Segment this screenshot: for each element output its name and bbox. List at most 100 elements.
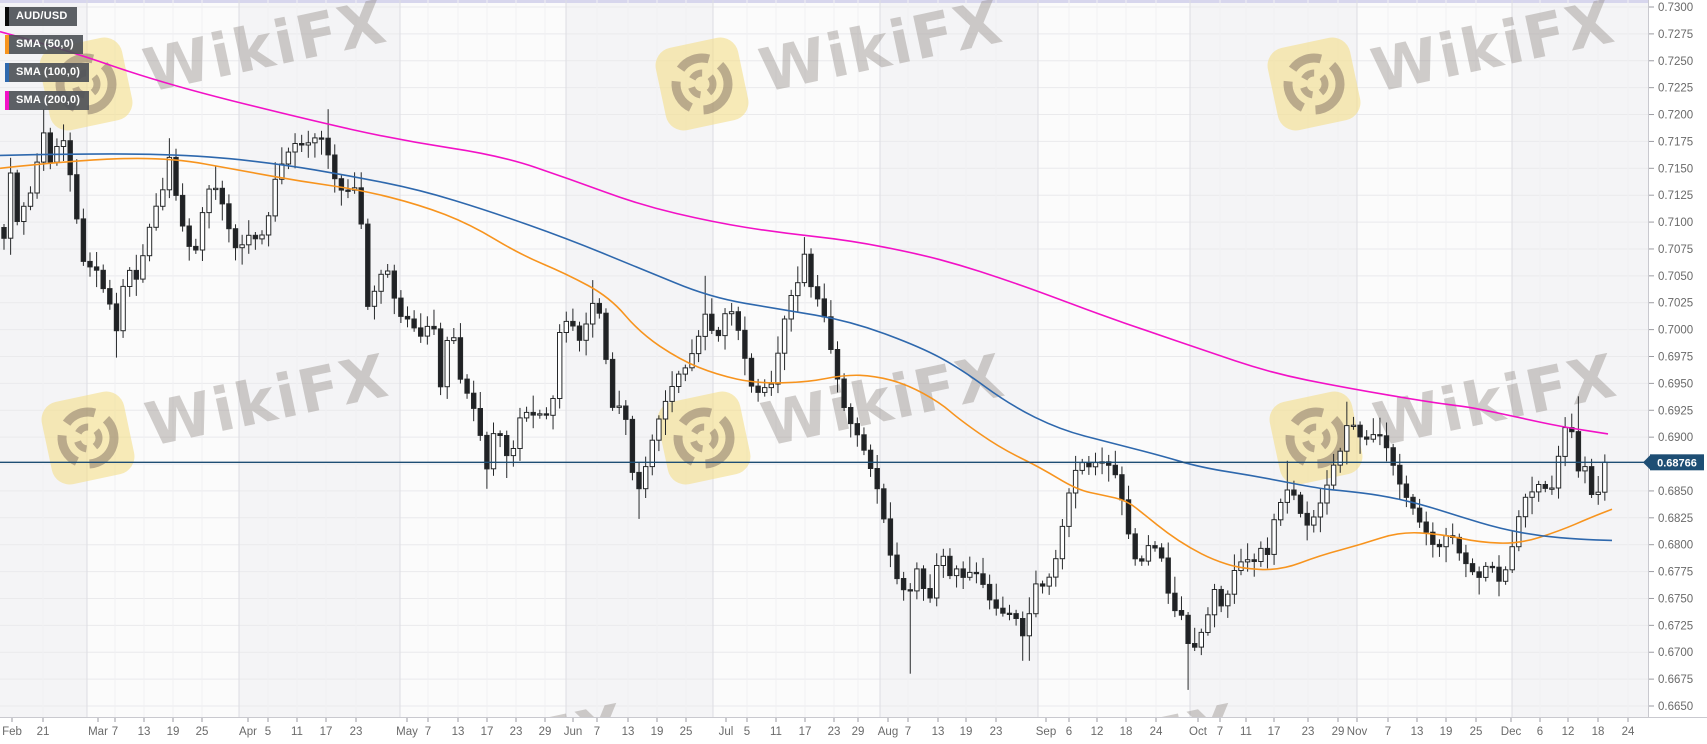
date-axis-label: 6 <box>1066 726 1072 738</box>
last-price-arrow <box>1643 455 1650 470</box>
candlestick <box>907 589 913 592</box>
candlestick <box>676 373 682 388</box>
candlestick <box>1542 484 1548 489</box>
date-axis-label: 24 <box>1622 726 1635 738</box>
date-axis-label: 13 <box>452 726 465 738</box>
candlestick <box>378 273 384 292</box>
candlestick <box>358 187 364 225</box>
candlestick <box>629 418 636 473</box>
date-axis-label: 17 <box>320 726 333 738</box>
candlestick <box>702 313 708 337</box>
candlestick <box>967 571 973 578</box>
candlestick <box>808 253 814 288</box>
legend-item-sma200[interactable]: SMA (200,0) <box>5 91 90 110</box>
last-price-badge: 0.68766 <box>1643 454 1704 471</box>
date-axis-label: Feb <box>2 726 22 738</box>
candlestick <box>1489 565 1496 569</box>
candlestick <box>1264 547 1271 556</box>
candlestick <box>762 387 768 393</box>
candlestick <box>576 325 583 341</box>
candlestick <box>1330 464 1337 486</box>
candlestick <box>980 573 986 585</box>
date-axis-label: 11 <box>291 726 303 738</box>
candlestick <box>1370 434 1376 440</box>
candlestick <box>848 407 854 425</box>
price-axis-label: 0.6850 <box>1658 486 1693 498</box>
candlestick <box>7 172 14 239</box>
candlestick <box>451 337 457 342</box>
candlestick <box>1132 533 1138 560</box>
candlestick <box>199 212 206 251</box>
candlestick <box>742 329 748 359</box>
price-axis-label: 0.7125 <box>1658 190 1693 202</box>
candlestick <box>590 302 596 325</box>
candlestick <box>1139 558 1145 562</box>
candlestick <box>1165 557 1171 594</box>
candlestick <box>927 588 933 599</box>
date-axis-label: 5 <box>744 726 750 738</box>
date-axis-label: 18 <box>1592 726 1605 738</box>
legend-item-sma50[interactable]: SMA (50,0) <box>5 35 83 54</box>
candlestick <box>649 439 655 468</box>
candlestick <box>100 269 106 290</box>
candlestick <box>960 568 966 578</box>
watermark-logo-icon <box>41 391 135 485</box>
candlestick <box>1456 536 1462 554</box>
date-axis-label: 19 <box>960 726 973 738</box>
candlestick <box>27 192 34 207</box>
candlestick <box>1158 547 1165 559</box>
month-stripe <box>1512 0 1648 717</box>
symbol-badge[interactable]: AUD/USD <box>5 7 77 26</box>
candlestick <box>795 282 801 297</box>
date-axis-label: Aug <box>878 726 898 738</box>
candlestick <box>1039 583 1046 587</box>
month-stripe <box>400 0 566 717</box>
candlestick <box>1443 535 1449 548</box>
candlestick <box>246 234 252 246</box>
candlestick <box>1317 502 1324 518</box>
candlestick <box>272 178 278 217</box>
date-axis-label: Apr <box>239 726 257 738</box>
candlestick <box>292 143 298 153</box>
candlestick <box>265 215 272 236</box>
date-axis-label: 23 <box>350 726 363 738</box>
candlestick <box>404 315 411 320</box>
candlestick <box>1211 589 1218 616</box>
candlestick <box>557 332 563 399</box>
date-axis-label: 29 <box>852 726 865 738</box>
date-axis-label: 25 <box>1470 726 1483 738</box>
candlestick <box>41 132 47 163</box>
candlestick <box>252 234 259 240</box>
candlestick <box>1251 559 1257 563</box>
candlestick <box>709 313 715 331</box>
price-axis-label: 0.7000 <box>1658 325 1693 337</box>
price-axis-label: 0.7250 <box>1658 56 1693 68</box>
candlestick <box>1125 499 1132 535</box>
candlestick <box>484 434 490 470</box>
month-stripe <box>1038 0 1190 717</box>
candlestick <box>490 433 497 470</box>
month-stripe <box>239 0 400 717</box>
candlestick <box>497 433 503 437</box>
date-axis-label: 29 <box>1332 726 1345 738</box>
candlestick <box>1337 450 1343 466</box>
candlestick <box>213 187 219 191</box>
candlestick <box>854 423 860 436</box>
last-price-value: 0.68766 <box>1657 457 1697 469</box>
candlestick <box>1225 593 1231 607</box>
legend-item-sma100[interactable]: SMA (100,0) <box>5 63 90 82</box>
candlestick <box>232 228 239 249</box>
date-axis-panel <box>0 717 1707 744</box>
indicator-legend: AUD/USD SMA (50,0) SMA (100,0) SMA (200,… <box>5 7 90 119</box>
candlestick <box>643 466 649 490</box>
date-axis-label: Jun <box>564 726 583 738</box>
candlestick <box>1496 566 1502 582</box>
candlestick <box>160 189 166 207</box>
candlestick <box>563 320 569 333</box>
candlestick <box>186 225 192 247</box>
candlestick <box>1390 447 1396 466</box>
price-axis-label: 0.7100 <box>1658 217 1693 229</box>
candlestick <box>1258 547 1264 563</box>
